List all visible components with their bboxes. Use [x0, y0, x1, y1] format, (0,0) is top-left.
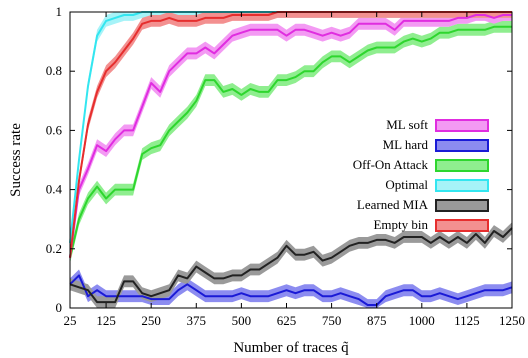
y-tick-label: 0 — [56, 300, 63, 315]
series-lines — [69, 11, 513, 306]
x-tick-label: 1125 — [454, 313, 480, 328]
legend-swatch-optimal — [435, 179, 489, 192]
legend-swatch-off-on-attack — [435, 159, 489, 172]
ml-soft-line — [69, 14, 512, 258]
plot-frame — [69, 11, 513, 309]
legend-swatch-empty-bin — [435, 219, 489, 232]
x-tick-label: 1000 — [409, 313, 435, 328]
y-tick-label: 0.6 — [46, 122, 63, 137]
learned-mia-line — [69, 227, 513, 304]
legend-swatch-ml-hard — [435, 139, 489, 152]
x-axis-label: Number of traces q̃ — [233, 340, 349, 356]
y-axis-label: Success rate — [8, 123, 24, 197]
legend: ML soft ML hard Off-On Attack Optimal Learne… — [353, 117, 489, 232]
y-tick-label: 0.2 — [46, 241, 62, 256]
legend-label-learned-mia: Learned MIA — [357, 197, 429, 212]
x-tick-label: 875 — [367, 313, 387, 328]
x-tick-label: 1250 — [499, 313, 525, 328]
y-tick-label: 1 — [56, 4, 63, 19]
ml-hard-line — [69, 274, 513, 306]
confidence-bands — [70, 12, 512, 308]
learned-mia-band — [70, 222, 512, 308]
legend-swatch-ml-soft — [435, 119, 489, 132]
ml-hard-band — [70, 269, 512, 308]
x-tick-label: 750 — [322, 313, 342, 328]
x-tick-label: 375 — [187, 313, 207, 328]
x-tick-label: 625 — [277, 313, 297, 328]
legend-label-off-on-attack: Off-On Attack — [353, 157, 429, 172]
axis-ticks: 25 125 250 375 500 625 750 875 1000 1125 1250 0 0.2 0… — [46, 4, 525, 328]
legend-label-optimal: Optimal — [385, 177, 428, 192]
x-tick-label: 125 — [96, 313, 116, 328]
legend-label-empty-bin: Empty bin — [373, 217, 428, 232]
off-on-attack-band — [70, 20, 512, 264]
legend-swatch-learned-mia — [435, 199, 489, 212]
off-on-attack-line — [69, 25, 512, 258]
x-tick-label: 250 — [141, 313, 161, 328]
legend-label-ml-soft: ML soft — [386, 117, 428, 132]
y-tick-label: 0.4 — [46, 182, 63, 197]
y-tick-label: 0.8 — [46, 63, 62, 78]
x-tick-label: 25 — [64, 313, 77, 328]
legend-label-ml-hard: ML hard — [383, 137, 429, 152]
x-tick-label: 500 — [232, 313, 252, 328]
